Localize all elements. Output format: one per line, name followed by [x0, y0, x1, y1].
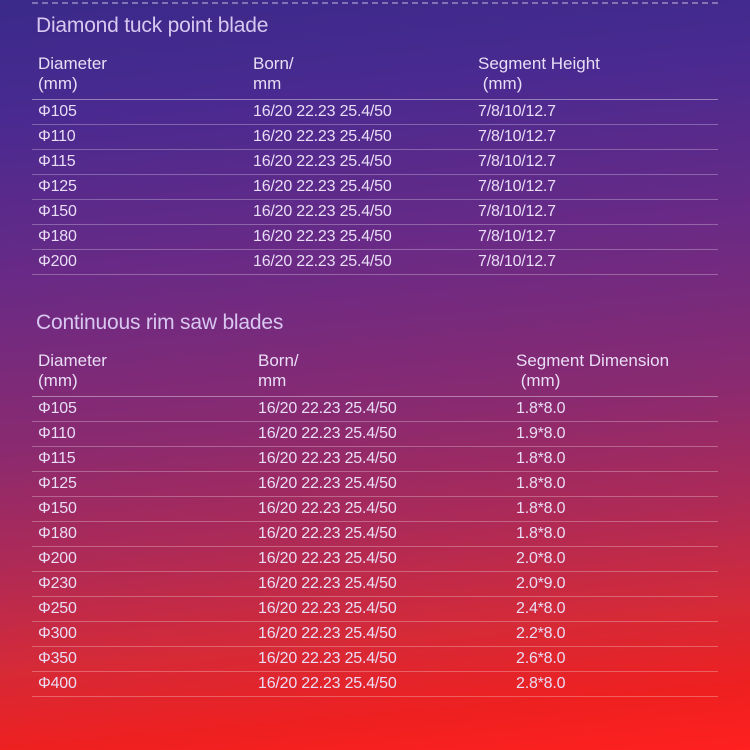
col-born: Born/mm — [252, 347, 510, 397]
table-row: Φ11016/20 22.23 25.4/507/8/10/12.7 — [32, 125, 718, 150]
col-born: Born/mm — [247, 50, 472, 100]
cell: 2.0*8.0 — [510, 547, 718, 572]
cell: Φ200 — [32, 547, 252, 572]
cell: 16/20 22.23 25.4/50 — [247, 125, 472, 150]
continuous-rim-table: Diameter(mm) Born/mm Segment Dimension (… — [32, 347, 718, 697]
h: (mm) — [38, 74, 78, 93]
table-row: Φ15016/20 22.23 25.4/501.8*8.0 — [32, 497, 718, 522]
tuck-point-table: Diameter(mm) Born/mm Segment Height (mm)… — [32, 50, 718, 275]
cell: 16/20 22.23 25.4/50 — [252, 497, 510, 522]
cell: Φ115 — [32, 447, 252, 472]
cell: Φ110 — [32, 422, 252, 447]
cell: Φ230 — [32, 572, 252, 597]
section1-title: Diamond tuck point blade — [36, 14, 718, 38]
cell: Φ150 — [32, 497, 252, 522]
table-row: Φ12516/20 22.23 25.4/507/8/10/12.7 — [32, 175, 718, 200]
cell: 16/20 22.23 25.4/50 — [247, 175, 472, 200]
cell: 16/20 22.23 25.4/50 — [252, 522, 510, 547]
table-row: Φ23016/20 22.23 25.4/502.0*9.0 — [32, 572, 718, 597]
table-row: Φ35016/20 22.23 25.4/502.6*8.0 — [32, 647, 718, 672]
cell: 16/20 22.23 25.4/50 — [252, 647, 510, 672]
cell: 1.8*8.0 — [510, 447, 718, 472]
cell: 16/20 22.23 25.4/50 — [252, 472, 510, 497]
cell: 16/20 22.23 25.4/50 — [252, 422, 510, 447]
cell: 2.8*8.0 — [510, 672, 718, 697]
cell: Φ400 — [32, 672, 252, 697]
cell: Φ250 — [32, 597, 252, 622]
table-row: Φ11516/20 22.23 25.4/507/8/10/12.7 — [32, 150, 718, 175]
h: (mm) — [38, 371, 78, 390]
cell: 7/8/10/12.7 — [472, 225, 718, 250]
table-row: Φ10516/20 22.23 25.4/507/8/10/12.7 — [32, 100, 718, 125]
cell: Φ150 — [32, 200, 247, 225]
cell: 1.8*8.0 — [510, 497, 718, 522]
cell: 16/20 22.23 25.4/50 — [247, 100, 472, 125]
col-segment-height: Segment Height (mm) — [472, 50, 718, 100]
cell: Φ105 — [32, 397, 252, 422]
h: mm — [258, 371, 286, 390]
h: Born/ — [253, 54, 294, 73]
cell: Φ200 — [32, 250, 247, 275]
cell: 1.8*8.0 — [510, 397, 718, 422]
cell: Φ105 — [32, 100, 247, 125]
table-row: Φ20016/20 22.23 25.4/502.0*8.0 — [32, 547, 718, 572]
table-row: Φ11516/20 22.23 25.4/501.8*8.0 — [32, 447, 718, 472]
table-row: Φ11016/20 22.23 25.4/501.9*8.0 — [32, 422, 718, 447]
cell: 1.8*8.0 — [510, 472, 718, 497]
h: Segment Height — [478, 54, 600, 73]
h: Diameter — [38, 351, 107, 370]
table-row: Φ10516/20 22.23 25.4/501.8*8.0 — [32, 397, 718, 422]
table-row: Φ40016/20 22.23 25.4/502.8*8.0 — [32, 672, 718, 697]
cell: 16/20 22.23 25.4/50 — [252, 447, 510, 472]
cell: 2.2*8.0 — [510, 622, 718, 647]
cell: Φ115 — [32, 150, 247, 175]
cell: 2.0*9.0 — [510, 572, 718, 597]
cell: 1.8*8.0 — [510, 522, 718, 547]
table-row: Φ12516/20 22.23 25.4/501.8*8.0 — [32, 472, 718, 497]
h: Diameter — [38, 54, 107, 73]
cell: 16/20 22.23 25.4/50 — [247, 250, 472, 275]
h: (mm) — [521, 371, 561, 390]
cell: 7/8/10/12.7 — [472, 150, 718, 175]
cell: 7/8/10/12.7 — [472, 175, 718, 200]
table-row: Φ20016/20 22.23 25.4/507/8/10/12.7 — [32, 250, 718, 275]
cell: 16/20 22.23 25.4/50 — [252, 397, 510, 422]
cell: Φ110 — [32, 125, 247, 150]
h: Segment Dimension — [516, 351, 669, 370]
table-row: Φ18016/20 22.23 25.4/507/8/10/12.7 — [32, 225, 718, 250]
cell: 16/20 22.23 25.4/50 — [247, 200, 472, 225]
section2-title: Continuous rim saw blades — [36, 311, 718, 335]
cell: Φ125 — [32, 472, 252, 497]
cell: Φ300 — [32, 622, 252, 647]
h: (mm) — [483, 74, 523, 93]
table-row: Φ25016/20 22.23 25.4/502.4*8.0 — [32, 597, 718, 622]
cell: 16/20 22.23 25.4/50 — [252, 547, 510, 572]
cell: 16/20 22.23 25.4/50 — [252, 622, 510, 647]
col-diameter: Diameter(mm) — [32, 347, 252, 397]
table-row: Φ30016/20 22.23 25.4/502.2*8.0 — [32, 622, 718, 647]
cell: 16/20 22.23 25.4/50 — [252, 672, 510, 697]
cell: 16/20 22.23 25.4/50 — [252, 572, 510, 597]
h: Born/ — [258, 351, 299, 370]
cell: Φ125 — [32, 175, 247, 200]
cell: 16/20 22.23 25.4/50 — [252, 597, 510, 622]
col-diameter: Diameter(mm) — [32, 50, 247, 100]
cell: 16/20 22.23 25.4/50 — [247, 225, 472, 250]
cell: 7/8/10/12.7 — [472, 200, 718, 225]
cell: Φ180 — [32, 522, 252, 547]
table-row: Φ15016/20 22.23 25.4/507/8/10/12.7 — [32, 200, 718, 225]
cell: 7/8/10/12.7 — [472, 250, 718, 275]
col-segment-dimension: Segment Dimension (mm) — [510, 347, 718, 397]
cell: 1.9*8.0 — [510, 422, 718, 447]
cell: 7/8/10/12.7 — [472, 100, 718, 125]
table-row: Φ18016/20 22.23 25.4/501.8*8.0 — [32, 522, 718, 547]
cell: 2.6*8.0 — [510, 647, 718, 672]
cell: Φ180 — [32, 225, 247, 250]
cell: 16/20 22.23 25.4/50 — [247, 150, 472, 175]
cell: 2.4*8.0 — [510, 597, 718, 622]
section-divider — [32, 2, 718, 4]
cell: Φ350 — [32, 647, 252, 672]
h: mm — [253, 74, 281, 93]
cell: 7/8/10/12.7 — [472, 125, 718, 150]
